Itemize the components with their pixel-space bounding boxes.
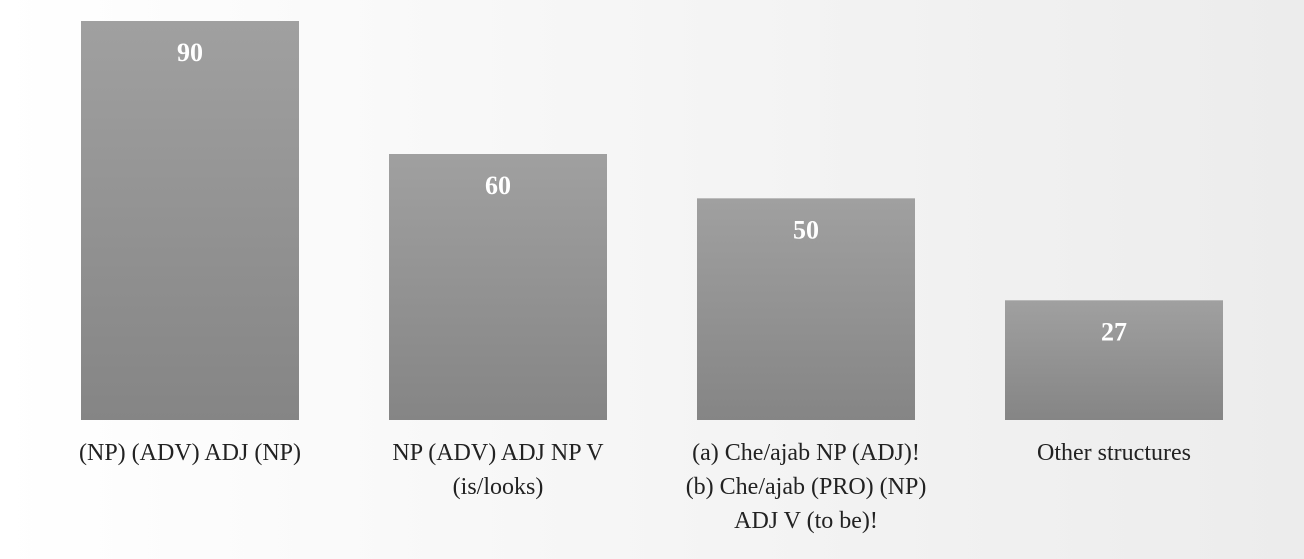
category-label-line: (b) Che/ajab (PRO) (NP) (686, 474, 927, 500)
bar-1 (81, 21, 299, 420)
data-label-2: 60 (485, 171, 511, 200)
bar-3 (697, 198, 915, 420)
category-label-4: Other structures (1037, 440, 1191, 466)
category-label-2: NP (ADV) ADJ NP V (is/looks) (392, 440, 604, 500)
bar-2 (389, 154, 607, 420)
category-label-line: (is/looks) (453, 474, 544, 500)
bar-4 (1005, 300, 1223, 420)
data-label-3: 50 (793, 215, 819, 244)
category-label-3: (a) Che/ajab NP (ADJ)! (b) Che/ajab (PRO)… (686, 440, 927, 534)
data-label-4: 27 (1101, 317, 1127, 346)
category-label-line: Other structures (1037, 440, 1191, 466)
data-label-1: 90 (177, 38, 203, 67)
category-label-line: (a) Che/ajab NP (ADJ)! (692, 440, 920, 466)
bars-layer (81, 21, 1223, 420)
category-label-line: NP (ADV) ADJ NP V (392, 440, 604, 466)
labels-layer: 90 (NP) (ADV) ADJ (NP) 60 NP (ADV) ADJ NP V… (79, 38, 1191, 534)
category-label-1: (NP) (ADV) ADJ (NP) (79, 440, 301, 466)
category-label-line: ADJ V (to be)! (734, 508, 878, 534)
category-label-line: (NP) (ADV) ADJ (NP) (79, 440, 301, 466)
